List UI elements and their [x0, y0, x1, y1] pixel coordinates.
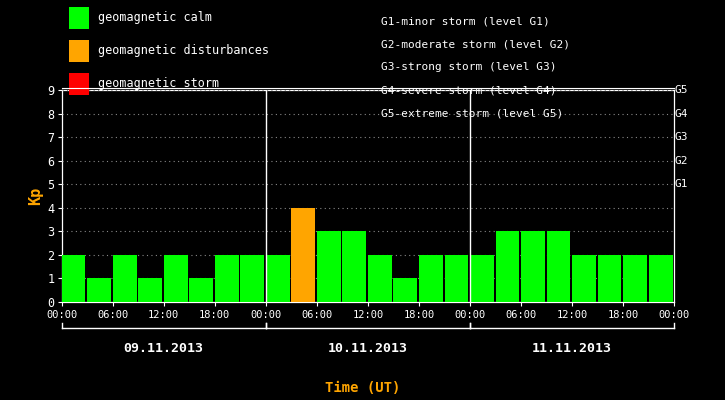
- Text: G2: G2: [675, 156, 688, 166]
- Text: G4-severe storm (level G4): G4-severe storm (level G4): [381, 86, 556, 96]
- Bar: [62, 255, 86, 302]
- Text: Time (UT): Time (UT): [325, 381, 400, 395]
- Bar: [240, 255, 264, 302]
- Text: G3: G3: [675, 132, 688, 142]
- Text: 09.11.2013: 09.11.2013: [124, 342, 204, 354]
- Text: G2-moderate storm (level G2): G2-moderate storm (level G2): [381, 39, 570, 49]
- Bar: [496, 231, 519, 302]
- Text: geomagnetic storm: geomagnetic storm: [98, 77, 219, 90]
- Text: 10.11.2013: 10.11.2013: [328, 342, 408, 354]
- Text: geomagnetic calm: geomagnetic calm: [98, 12, 212, 24]
- Bar: [624, 255, 647, 302]
- Bar: [138, 278, 162, 302]
- Bar: [394, 278, 418, 302]
- Bar: [470, 255, 494, 302]
- Bar: [189, 278, 213, 302]
- Bar: [112, 255, 136, 302]
- Text: G3-strong storm (level G3): G3-strong storm (level G3): [381, 62, 556, 72]
- Bar: [649, 255, 673, 302]
- Bar: [572, 255, 596, 302]
- Bar: [368, 255, 392, 302]
- Y-axis label: Kp: Kp: [28, 187, 44, 205]
- Bar: [342, 231, 366, 302]
- Text: G5-extreme storm (level G5): G5-extreme storm (level G5): [381, 109, 563, 119]
- Bar: [317, 231, 341, 302]
- Bar: [419, 255, 443, 302]
- Bar: [164, 255, 188, 302]
- Text: 11.11.2013: 11.11.2013: [532, 342, 612, 354]
- Bar: [291, 208, 315, 302]
- Bar: [266, 255, 290, 302]
- Bar: [547, 231, 571, 302]
- Bar: [444, 255, 468, 302]
- Bar: [521, 231, 545, 302]
- Text: G5: G5: [675, 85, 688, 95]
- Text: G4: G4: [675, 108, 688, 118]
- Bar: [87, 278, 111, 302]
- Bar: [215, 255, 239, 302]
- Bar: [597, 255, 621, 302]
- Text: G1: G1: [675, 179, 688, 189]
- Text: geomagnetic disturbances: geomagnetic disturbances: [98, 44, 269, 57]
- Text: G1-minor storm (level G1): G1-minor storm (level G1): [381, 16, 550, 26]
